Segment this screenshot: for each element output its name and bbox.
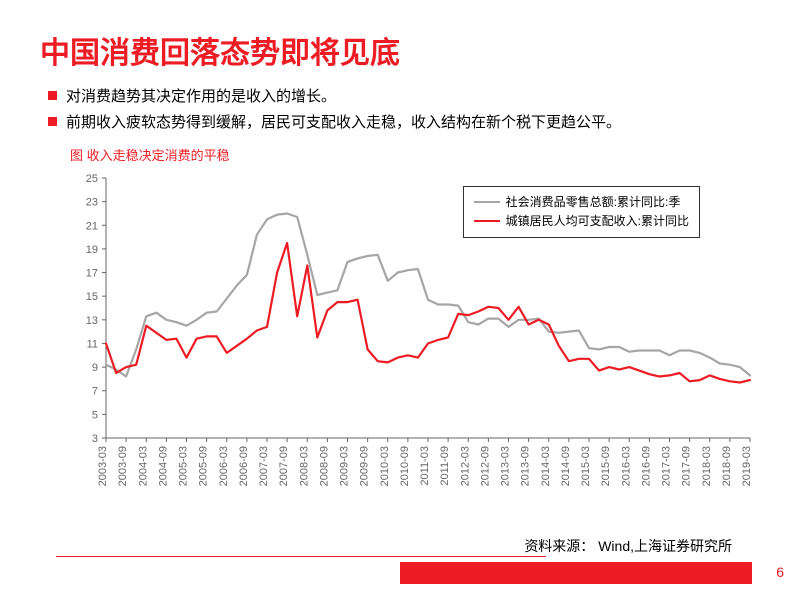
svg-text:2009-03: 2009-03 [339, 446, 351, 486]
bullet-list: 对消费趋势其决定作用的是收入的增长。 前期收入疲软态势得到缓解，居民可支配收入走… [48, 84, 762, 135]
footer-rect [400, 562, 752, 584]
source-line: 资料来源： Wind,上海证券研究所 [524, 536, 732, 556]
svg-text:2011-09: 2011-09 [439, 446, 451, 486]
svg-text:2009-09: 2009-09 [359, 446, 371, 486]
legend-label: 社会消费品零售总额:累计同比:季 [506, 193, 681, 210]
line-chart: 3 5 7 9 11 13 15 17 19 21 23 25 2003-03 2003-09 2004-0… [60, 168, 760, 518]
legend-swatch [474, 201, 500, 203]
svg-text:2004-09: 2004-09 [157, 446, 169, 486]
svg-text:2016-03: 2016-03 [620, 446, 632, 486]
page-number: 6 [776, 564, 784, 580]
svg-text:2004-03: 2004-03 [137, 446, 149, 486]
svg-text:13: 13 [86, 315, 98, 327]
svg-text:2008-09: 2008-09 [318, 446, 330, 486]
legend-item: 城镇居民人均可支配收入:累计同比 [474, 212, 689, 229]
svg-text:15: 15 [86, 291, 98, 303]
svg-text:2012-03: 2012-03 [459, 446, 471, 486]
svg-text:2014-09: 2014-09 [560, 446, 572, 486]
svg-text:7: 7 [92, 386, 98, 398]
bullet-marker-icon [48, 91, 57, 100]
source-text: Wind,上海证券研究所 [598, 538, 732, 554]
svg-text:3: 3 [92, 433, 98, 445]
svg-text:2006-09: 2006-09 [238, 446, 250, 486]
svg-text:2005-03: 2005-03 [178, 446, 190, 486]
svg-text:2003-09: 2003-09 [117, 446, 129, 486]
svg-text:2005-09: 2005-09 [198, 446, 210, 486]
svg-text:2007-03: 2007-03 [258, 446, 270, 486]
footer-line [56, 556, 546, 557]
svg-text:2018-03: 2018-03 [701, 446, 713, 486]
legend-swatch [474, 220, 500, 222]
svg-text:17: 17 [86, 268, 98, 280]
svg-text:21: 21 [86, 220, 98, 232]
chart-title: 图 收入走稳决定消费的平稳 [70, 145, 762, 164]
svg-text:2016-09: 2016-09 [640, 446, 652, 486]
bullet-text: 前期收入疲软态势得到缓解，居民可支配收入走稳，收入结构在新个税下更趋公平。 [66, 110, 621, 136]
svg-text:2014-03: 2014-03 [540, 446, 552, 486]
bullet-item: 对消费趋势其决定作用的是收入的增长。 [48, 84, 762, 110]
svg-text:2013-09: 2013-09 [520, 446, 532, 486]
svg-text:2006-03: 2006-03 [218, 446, 230, 486]
svg-text:2015-09: 2015-09 [600, 446, 612, 486]
svg-text:2015-03: 2015-03 [580, 446, 592, 486]
footer-decoration [0, 562, 802, 584]
svg-text:2010-03: 2010-03 [379, 446, 391, 486]
svg-text:5: 5 [92, 409, 98, 421]
svg-text:9: 9 [92, 362, 98, 374]
svg-text:23: 23 [86, 197, 98, 209]
chart-legend: 社会消费品零售总额:累计同比:季 城镇居民人均可支配收入:累计同比 [463, 186, 700, 238]
svg-text:2013-03: 2013-03 [500, 446, 512, 486]
legend-item: 社会消费品零售总额:累计同比:季 [474, 193, 689, 210]
svg-text:2017-03: 2017-03 [661, 446, 673, 486]
source-label: 资料来源： [524, 538, 594, 554]
svg-text:2019-03: 2019-03 [741, 446, 753, 486]
bullet-item: 前期收入疲软态势得到缓解，居民可支配收入走稳，收入结构在新个税下更趋公平。 [48, 110, 762, 136]
svg-text:2018-09: 2018-09 [721, 446, 733, 486]
svg-text:2010-09: 2010-09 [399, 446, 411, 486]
svg-text:2003-03: 2003-03 [97, 446, 109, 486]
bullet-marker-icon [48, 117, 57, 126]
svg-text:25: 25 [86, 173, 98, 185]
page-title: 中国消费回落态势即将见底 [40, 28, 762, 72]
svg-text:2007-09: 2007-09 [278, 446, 290, 486]
svg-text:2012-09: 2012-09 [479, 446, 491, 486]
svg-text:2008-03: 2008-03 [298, 446, 310, 486]
bullet-text: 对消费趋势其决定作用的是收入的增长。 [66, 84, 336, 110]
svg-text:2017-09: 2017-09 [681, 446, 693, 486]
legend-label: 城镇居民人均可支配收入:累计同比 [506, 212, 689, 229]
svg-text:2011-03: 2011-03 [419, 446, 431, 486]
svg-text:11: 11 [87, 338, 98, 350]
svg-text:19: 19 [86, 244, 98, 256]
